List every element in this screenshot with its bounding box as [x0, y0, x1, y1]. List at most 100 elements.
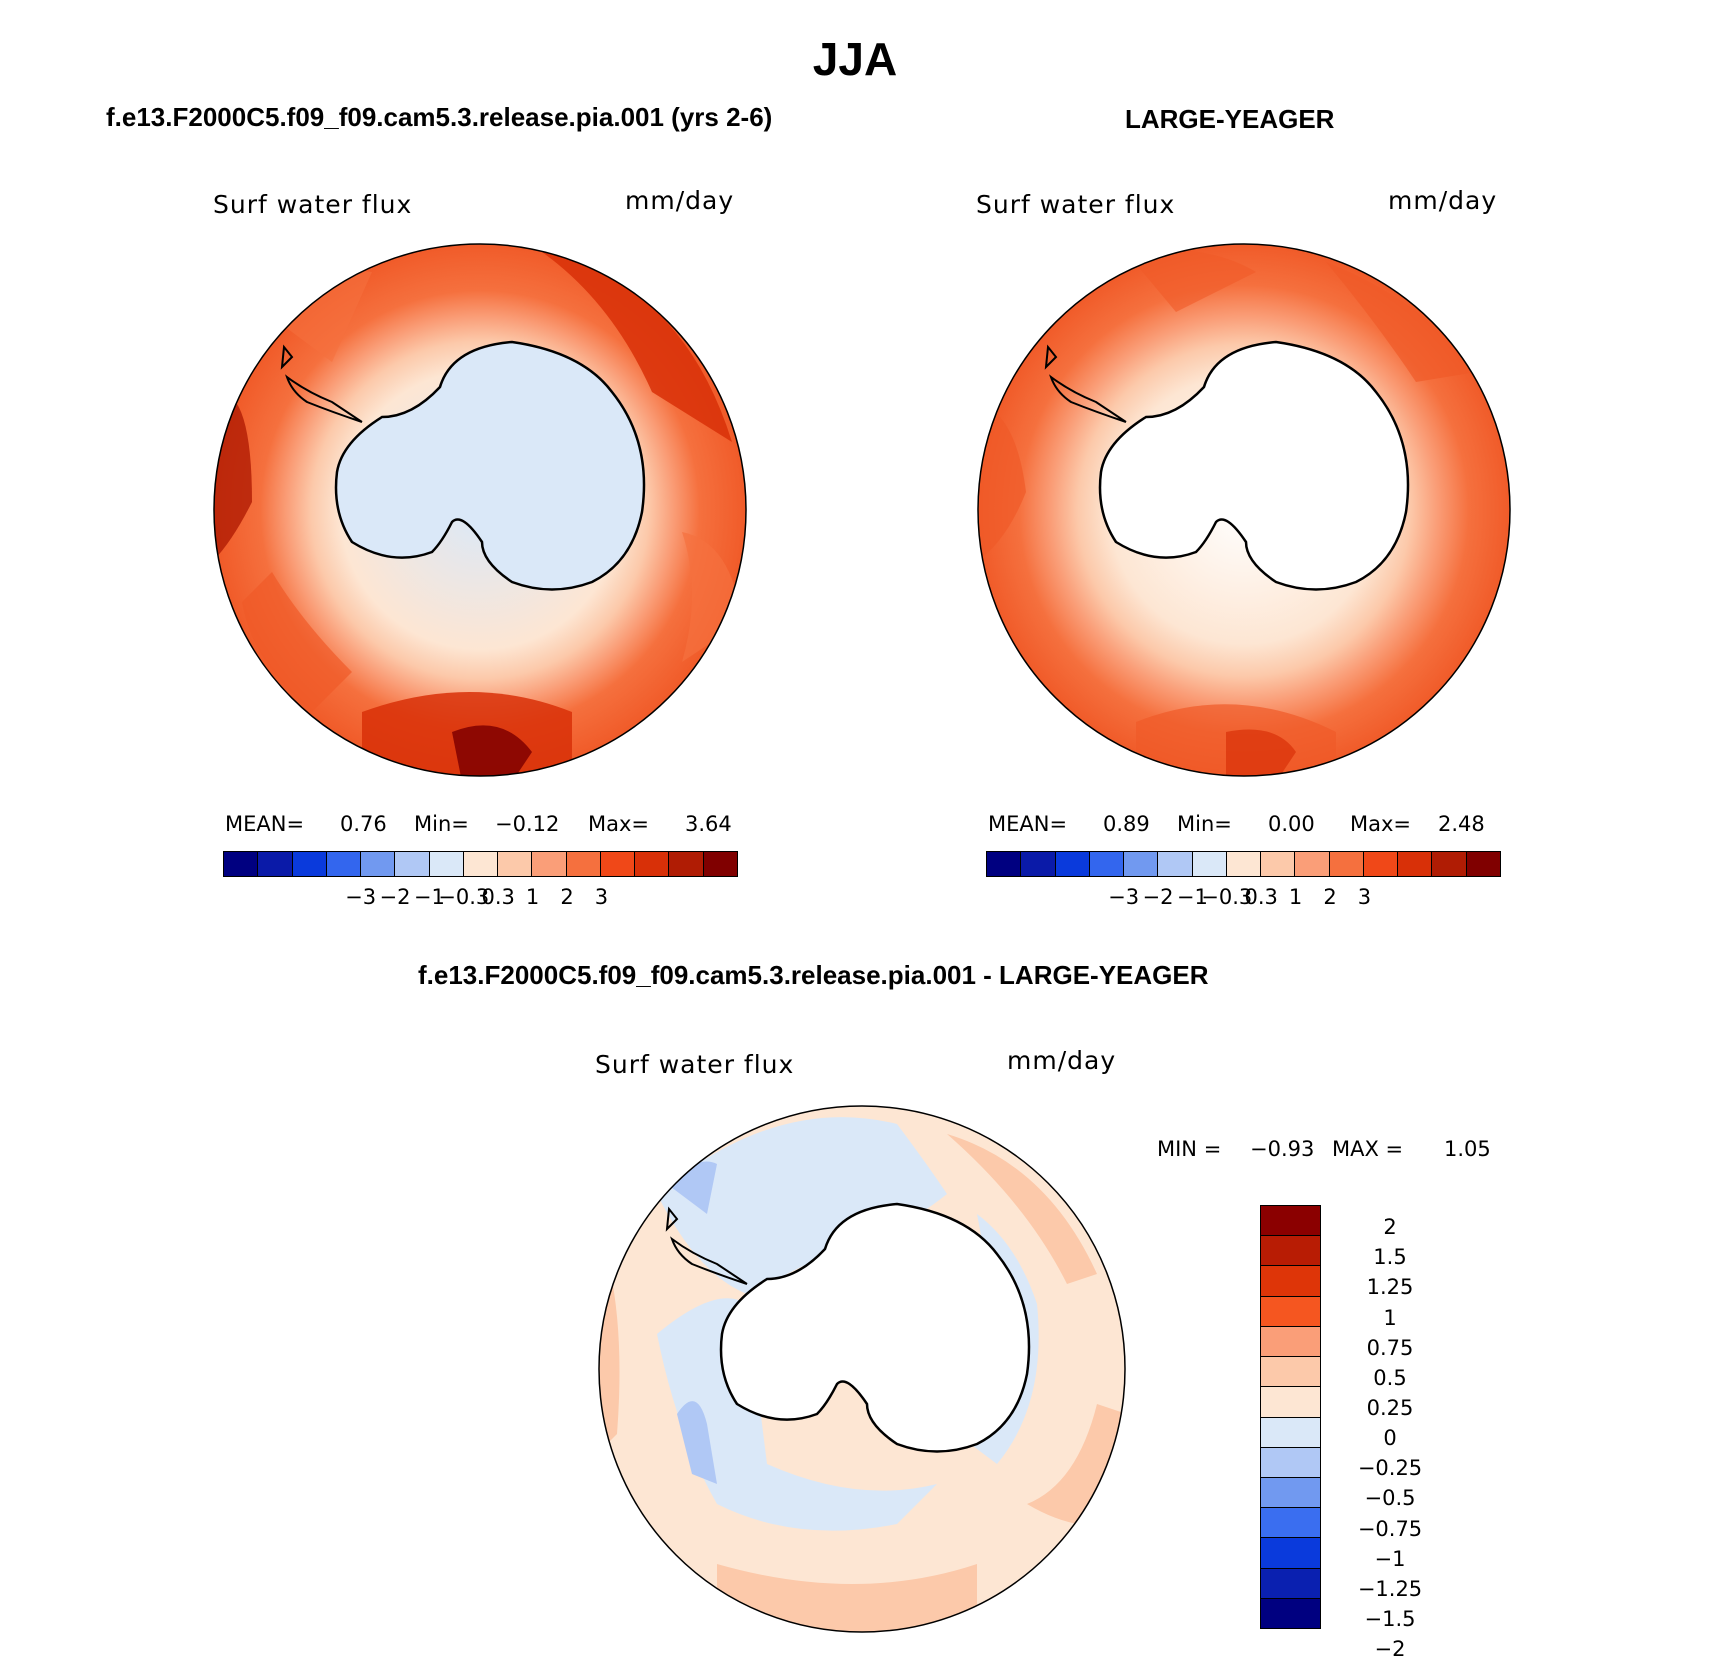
colorbar-tick: 1 [1383, 1305, 1397, 1330]
colorbar-tick: 1.5 [1373, 1245, 1407, 1270]
colorbar-cell [1158, 852, 1193, 876]
stat-min-label-left: Min= [414, 812, 469, 836]
colorbar-cell [326, 852, 362, 876]
colorbar-ticks-right: −3 −2 −1 −0.3 0.3 1 2 3 [986, 885, 1502, 915]
colorbar-cell [987, 852, 1022, 876]
stat-min-label-right: Min= [1177, 812, 1232, 836]
colorbar-diff [1260, 1205, 1321, 1629]
colorbar-cell [1398, 852, 1433, 876]
field-label-left: Surf water flux [213, 190, 413, 219]
colorbar-tick: −2 [1142, 885, 1174, 909]
colorbar-tick: −3 [345, 885, 377, 909]
field-label-right: Surf water flux [976, 190, 1176, 219]
stat-max-label-left: Max= [588, 812, 650, 836]
colorbar-tick: −1 [413, 885, 445, 909]
colorbar-ticks-left: −3 −2 −1 −0.3 0.3 1 2 3 [223, 885, 739, 915]
colorbar-cell [1261, 1357, 1320, 1388]
page-title: JJA [812, 33, 898, 85]
case-title-left: f.e13.F2000C5.f09_f09.cam5.3.release.pia… [106, 102, 773, 132]
colorbar-cell [429, 852, 464, 876]
colorbar-cell [1089, 852, 1125, 876]
colorbar-tick: −0.25 [1357, 1456, 1423, 1481]
field-label-diff: Surf water flux [595, 1050, 795, 1079]
colorbar-cell [1261, 1477, 1320, 1509]
colorbar-tick: 3 [1357, 885, 1372, 909]
colorbar-cell [498, 852, 533, 876]
colorbar-tick: 0 [1383, 1426, 1397, 1451]
colorbar-cell [1124, 852, 1159, 876]
colorbar-tick: 2 [1383, 1215, 1397, 1240]
colorbar-tick: −1.25 [1357, 1576, 1423, 1601]
colorbar-cell [1055, 852, 1090, 876]
colorbar-cell [1261, 1538, 1320, 1569]
colorbar-cell [1261, 1236, 1320, 1267]
stat-mean-label-left: MEAN= [225, 812, 305, 836]
colorbar-cell [1261, 852, 1296, 876]
stat-max-label-right: Max= [1350, 812, 1412, 836]
colorbar-cell [463, 852, 499, 876]
colorbar-tick: 0.5 [1373, 1365, 1407, 1390]
polar-map-right [977, 243, 1511, 777]
colorbar-tick: 1 [1288, 885, 1303, 909]
colorbar-cell [669, 852, 704, 876]
colorbar-cell [703, 852, 737, 876]
colorbar-tick: 2 [560, 885, 574, 909]
case-title-right: LARGE-YEAGER [1125, 104, 1335, 134]
colorbar-cell [1261, 1206, 1320, 1237]
colorbar-cell [566, 852, 601, 876]
colorbar-right [986, 851, 1501, 877]
colorbar-tick: 1 [525, 885, 540, 909]
colorbar-cell [1192, 852, 1227, 876]
colorbar-cell [361, 852, 396, 876]
stat-min-label-diff: MIN = [1157, 1137, 1222, 1161]
colorbar-cell [1021, 852, 1056, 876]
case-title-diff: f.e13.F2000C5.f09_f09.cam5.3.release.pia… [418, 960, 1209, 990]
polar-map-left [213, 243, 747, 777]
colorbar-tick: −0.3 [1201, 885, 1253, 909]
colorbar-cell [1432, 852, 1467, 876]
stat-min-value-left: −0.12 [495, 812, 560, 836]
polar-map-diff [598, 1105, 1126, 1633]
stat-max-value-diff: 1.05 [1444, 1137, 1491, 1161]
units-label-right: mm/day [1388, 186, 1498, 215]
colorbar-cell [258, 852, 293, 876]
colorbar-tick: −0.75 [1357, 1516, 1423, 1541]
colorbar-cell [1363, 852, 1399, 876]
colorbar-cell [395, 852, 430, 876]
colorbar-tick: −2 [1374, 1637, 1406, 1661]
stat-mean-label-right: MEAN= [988, 812, 1068, 836]
colorbar-tick: 1.25 [1366, 1275, 1414, 1300]
stat-mean-value-right: 0.89 [1103, 812, 1150, 836]
colorbar-cell [1261, 1417, 1320, 1448]
stat-min-value-diff: −0.93 [1250, 1137, 1315, 1161]
stat-max-value-left: 3.64 [685, 812, 732, 836]
colorbar-tick: −0.5 [1364, 1486, 1416, 1511]
colorbar-cell [1261, 1387, 1320, 1418]
colorbar-cell [1261, 1568, 1320, 1599]
colorbar-cell [1261, 1508, 1320, 1539]
stat-max-label-diff: MAX = [1332, 1137, 1404, 1161]
colorbar-cell [1261, 1266, 1320, 1297]
colorbar-cell [1466, 852, 1500, 876]
colorbar-ticks-diff: 2 1.5 1.25 1 0.75 0.5 0.25 0 −0.25 −0.5 −0.75 −1 −1.… [1330, 1205, 1450, 1661]
colorbar-left [223, 851, 738, 877]
colorbar-cell [635, 852, 670, 876]
colorbar-cell [1261, 1326, 1320, 1358]
stat-mean-value-left: 0.76 [340, 812, 387, 836]
units-label-left: mm/day [625, 186, 735, 215]
colorbar-tick: −0.3 [438, 885, 490, 909]
colorbar-cell [1261, 1447, 1320, 1478]
colorbar-tick: −3 [1108, 885, 1140, 909]
colorbar-tick: −1 [1374, 1546, 1406, 1571]
colorbar-cell [1295, 852, 1330, 876]
colorbar-tick: −2 [379, 885, 411, 909]
colorbar-tick: −1.5 [1364, 1607, 1416, 1631]
stat-max-value-right: 2.48 [1438, 812, 1485, 836]
colorbar-tick: 0.25 [1366, 1396, 1414, 1420]
colorbar-cell [532, 852, 567, 876]
colorbar-tick: 0.3 [481, 885, 515, 909]
units-label-diff: mm/day [1007, 1046, 1117, 1075]
colorbar-cell [224, 852, 259, 876]
colorbar-cell [1261, 1598, 1320, 1629]
stat-min-value-right: 0.00 [1268, 812, 1315, 836]
